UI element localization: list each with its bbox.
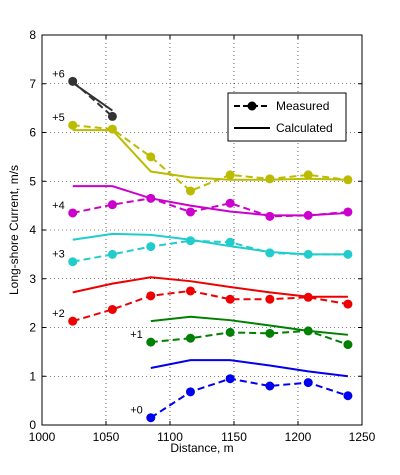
measured-point — [343, 175, 353, 185]
measured-point — [68, 316, 78, 326]
measured-point — [265, 328, 275, 338]
y-tick-label: 4 — [29, 223, 36, 237]
measured-point — [107, 200, 117, 210]
offset-labels: +0 +1 +2 +3 +4 +5 +6 — [52, 68, 143, 416]
legend-measured-label: Measured — [276, 99, 329, 113]
measured-line-1 — [150, 329, 349, 346]
x-axis-label: Distance, m — [170, 441, 233, 455]
measured-point — [146, 337, 156, 347]
measured-point — [185, 236, 195, 246]
legend-box — [227, 92, 347, 142]
measured-point — [303, 326, 313, 336]
measured-lines — [72, 80, 349, 419]
measured-point — [303, 378, 313, 388]
measured-point — [146, 291, 156, 301]
measured-point — [303, 210, 313, 220]
measured-point — [303, 292, 313, 302]
x-tick-label: 1100 — [157, 430, 183, 444]
measured-line-6 — [72, 80, 114, 118]
measured-point — [146, 242, 156, 252]
x-tick-label: 1000 — [29, 430, 56, 444]
measured-line-4 — [72, 197, 349, 218]
legend-measured-marker — [247, 101, 257, 111]
measured-point — [185, 186, 195, 196]
calculated-line-6 — [72, 81, 113, 112]
measured-point — [225, 198, 235, 208]
y-tick-label: 8 — [29, 28, 36, 42]
measured-point — [68, 257, 78, 267]
measured-point — [265, 211, 275, 221]
measured-line-0 — [150, 377, 349, 419]
measured-points — [68, 76, 353, 423]
measured-point — [343, 391, 353, 401]
calculated-line-2 — [72, 276, 348, 298]
measured-point — [185, 333, 195, 343]
measured-point — [107, 249, 117, 259]
y-axis-label: Long-shore Current, m/s — [7, 165, 21, 295]
x-ticks: 1000 1050 1100 1150 1200 1250 — [29, 35, 376, 444]
measured-point — [68, 208, 78, 218]
measured-point — [265, 381, 275, 391]
measured-point — [343, 299, 353, 309]
y-tick-label: 6 — [29, 126, 36, 140]
series-offset-label: +0 — [130, 405, 143, 417]
measured-line-3 — [72, 239, 348, 263]
measured-point — [146, 152, 156, 162]
measured-point — [68, 120, 78, 130]
x-tick-label: 1200 — [285, 430, 312, 444]
x-tick-label: 1250 — [349, 430, 376, 444]
calculated-line-1 — [150, 315, 349, 336]
measured-point — [265, 248, 275, 258]
legend-calculated-label: Calculated — [276, 121, 333, 135]
measured-point — [265, 174, 275, 184]
measured-point — [107, 111, 117, 121]
measured-point — [225, 374, 235, 384]
measured-point — [185, 387, 195, 397]
measured-point — [343, 207, 353, 217]
measured-point — [303, 249, 313, 259]
measured-point — [303, 170, 313, 180]
measured-point — [225, 294, 235, 304]
measured-point — [107, 304, 117, 314]
series-offset-label: +6 — [52, 68, 65, 80]
series-offset-label: +3 — [52, 249, 65, 261]
measured-point — [146, 193, 156, 203]
y-tick-label: 7 — [29, 77, 36, 91]
measured-point — [225, 170, 235, 180]
y-tick-label: 0 — [29, 418, 36, 432]
series-offset-label: +4 — [52, 200, 65, 212]
measured-point — [185, 207, 195, 217]
calculated-line-0 — [150, 359, 349, 378]
measured-point — [225, 237, 235, 247]
measured-point — [107, 124, 117, 134]
legend: Measured Calculated — [227, 92, 347, 142]
series-offset-label: +2 — [52, 308, 65, 320]
x-tick-label: 1150 — [221, 430, 247, 444]
measured-point — [225, 327, 235, 337]
y-tick-label: 5 — [29, 174, 36, 188]
measured-point — [343, 340, 353, 350]
measured-point — [185, 286, 195, 296]
y-tick-label: 2 — [29, 321, 36, 335]
y-tick-label: 1 — [29, 369, 36, 383]
x-tick-label: 1050 — [93, 430, 120, 444]
y-tick-label: 3 — [29, 272, 36, 286]
calculated-line-5 — [72, 129, 348, 181]
measured-point — [146, 413, 156, 423]
y-ticks: 0 1 2 3 4 5 6 7 8 — [29, 28, 362, 432]
measured-point — [265, 294, 275, 304]
measured-point — [343, 249, 353, 259]
measured-point — [68, 76, 78, 86]
series-offset-label: +5 — [52, 112, 65, 124]
measured-line-5 — [72, 124, 349, 193]
series-offset-label: +1 — [130, 329, 143, 341]
measured-line-2 — [72, 289, 349, 323]
